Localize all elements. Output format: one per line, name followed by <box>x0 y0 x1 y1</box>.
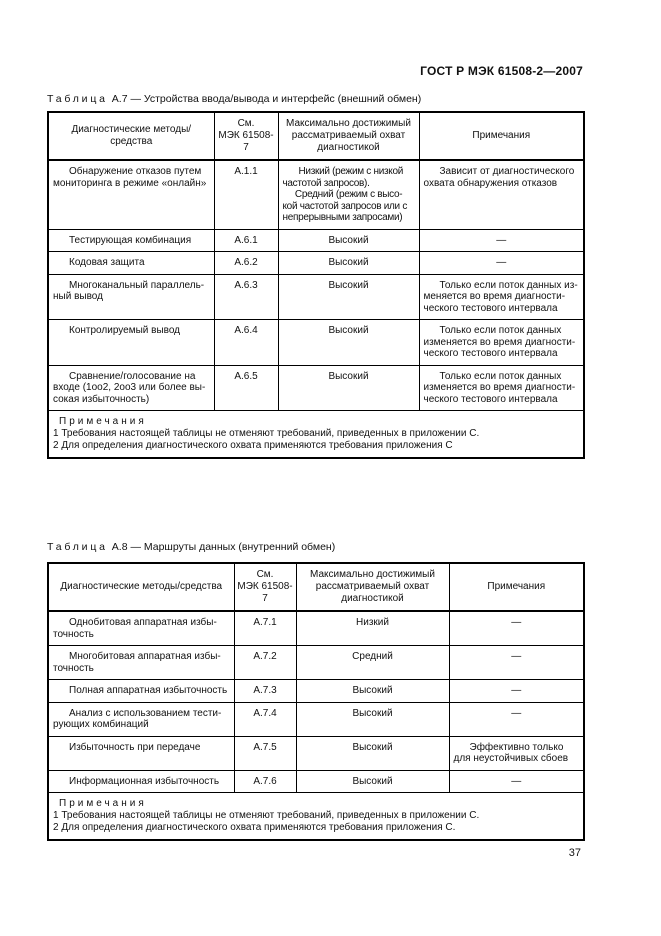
col-header-coverage: Максимально достижимый рассматриваемый о… <box>295 562 450 612</box>
cell-reference: А.6.1 <box>213 228 279 252</box>
cell-coverage: Высокий <box>277 251 420 275</box>
table-notes: Примечания 1 Требования настоящей таблиц… <box>47 792 585 840</box>
cell-coverage: Высокий <box>277 364 420 411</box>
col-header-coverage: Максимально достижимый рассматриваемый о… <box>277 111 420 161</box>
table-a7-caption-word: Таблица <box>47 93 108 105</box>
table-row: Обнаружение отказов путем мониторинга в … <box>47 159 585 230</box>
cell-coverage: Низкий (режим с низкой частотой запросов… <box>277 159 420 230</box>
cell-reference: А.7.3 <box>233 679 297 703</box>
col-header-notes: Примечания <box>418 111 585 161</box>
note-line: 1 Требования настоящей таблицы не отменя… <box>53 810 480 821</box>
note-line: 2 Для определения диагностического охват… <box>53 440 453 451</box>
table-row: Анализ с использованием тести- рующих ко… <box>47 701 585 737</box>
cell-note: Только если поток данных изменяется во в… <box>418 319 585 366</box>
cell-method: Многоканальный параллель- ный вывод <box>47 273 215 320</box>
cell-method: Анализ с использованием тести- рующих ко… <box>47 701 235 737</box>
cell-note: Зависит от диагностического охвата обнар… <box>418 159 585 230</box>
notes-heading: Примечания <box>59 416 147 427</box>
cell-method: Информационная избыточность <box>47 769 235 793</box>
cell-coverage: Высокий <box>295 679 450 703</box>
table-row: Кодовая защита А.6.2 Высокий — <box>47 251 585 275</box>
table-a7-caption-text: А.7 — Устройства ввода/вывода и интерфей… <box>111 93 422 105</box>
table-notes-row: Примечания 1 Требования настоящей таблиц… <box>47 792 585 840</box>
cell-coverage: Высокий <box>277 273 420 320</box>
table-notes-row: Примечания 1 Требования настоящей таблиц… <box>47 410 585 458</box>
cell-method: Многобитовая аппаратная избы- точность <box>47 645 235 680</box>
table-row: Полная аппаратная избыточность А.7.3 Выс… <box>47 679 585 703</box>
cell-reference: А.6.5 <box>213 364 279 411</box>
cell-note: Только если поток данных из- меняется во… <box>418 273 585 320</box>
cell-note: — <box>448 679 585 703</box>
cell-reference: А.6.3 <box>213 273 279 320</box>
cell-reference: А.7.6 <box>233 769 297 793</box>
table-a8-caption: Таблица А.8 — Маршруты данных (внутренний… <box>47 541 335 553</box>
cell-method: Сравнение/голосование на входе (1oo2, 2o… <box>47 364 215 411</box>
cell-reference: А.6.2 <box>213 251 279 275</box>
cell-method: Полная аппаратная избыточность <box>47 679 235 703</box>
cell-method: Контролируемый вывод <box>47 319 215 366</box>
cell-reference: А.7.2 <box>233 645 297 680</box>
col-header-reference: См. МЭК 61508-7 <box>233 562 297 612</box>
cell-note: — <box>448 769 585 793</box>
col-header-notes: Примечания <box>448 562 585 612</box>
table-row: Контролируемый вывод А.6.4 Высокий Тольк… <box>47 319 585 366</box>
table-a7: Диагностические методы/средства См. МЭК … <box>47 111 585 459</box>
table-a8: Диагностические методы/средства См. МЭК … <box>47 562 585 841</box>
document-code-header: ГОСТ Р МЭК 61508-2—2007 <box>420 64 583 78</box>
table-row: Тестирующая комбинация А.6.1 Высокий — <box>47 228 585 252</box>
cell-note: — <box>418 251 585 275</box>
notes-heading: Примечания <box>59 798 147 809</box>
cell-note: Только если поток данных изменяется во в… <box>418 364 585 411</box>
col-header-reference: См. МЭК 61508-7 <box>213 111 279 161</box>
cell-coverage: Высокий <box>295 769 450 793</box>
table-row: Информационная избыточность А.7.6 Высоки… <box>47 769 585 793</box>
cell-reference: А.7.1 <box>233 610 297 646</box>
note-line: 1 Требования настоящей таблицы не отменя… <box>53 428 480 439</box>
cell-note: — <box>418 228 585 252</box>
table-row: Однобитовая аппаратная избы- точность А.… <box>47 610 585 646</box>
cell-method: Избыточность при передаче <box>47 735 235 771</box>
cell-coverage: Средний <box>295 645 450 680</box>
cell-reference: А.1.1 <box>213 159 279 230</box>
cell-note: — <box>448 610 585 646</box>
table-row: Сравнение/голосование на входе (1oo2, 2o… <box>47 364 585 411</box>
table-a7-header-row: Диагностические методы/средства См. МЭК … <box>47 111 585 161</box>
page-number: 37 <box>568 847 581 859</box>
cell-note: — <box>448 701 585 737</box>
table-notes: Примечания 1 Требования настоящей таблиц… <box>47 410 585 458</box>
table-row: Многоканальный параллель- ный вывод А.6.… <box>47 273 585 320</box>
cell-coverage: Высокий <box>295 701 450 737</box>
cell-note: — <box>448 645 585 680</box>
note-line: 2 Для определения диагностического охват… <box>53 822 456 833</box>
cell-reference: А.6.4 <box>213 319 279 366</box>
table-row: Избыточность при передаче А.7.5 Высокий … <box>47 735 585 771</box>
cell-method: Тестирующая комбинация <box>47 228 215 252</box>
cell-method: Однобитовая аппаратная избы- точность <box>47 610 235 646</box>
cell-coverage: Высокий <box>295 735 450 771</box>
cell-note: Эффективно только для неустойчивых сбоев <box>448 735 585 771</box>
table-a8-header-row: Диагностические методы/средства См. МЭК … <box>47 562 585 612</box>
col-header-methods: Диагностические методы/средства <box>47 111 215 161</box>
cell-method: Обнаружение отказов путем мониторинга в … <box>47 159 215 230</box>
table-row: Многобитовая аппаратная избы- точность А… <box>47 645 585 680</box>
col-header-methods: Диагностические методы/средства <box>47 562 235 612</box>
cell-coverage: Высокий <box>277 228 420 252</box>
table-a8-caption-text: А.8 — Маршруты данных (внутренний обмен) <box>111 541 336 553</box>
cell-reference: А.7.5 <box>233 735 297 771</box>
cell-coverage: Низкий <box>295 610 450 646</box>
table-a8-caption-word: Таблица <box>47 541 108 553</box>
table-a7-caption: Таблица А.7 — Устройства ввода/вывода и и… <box>47 93 421 105</box>
cell-method: Кодовая защита <box>47 251 215 275</box>
cell-coverage: Высокий <box>277 319 420 366</box>
cell-reference: А.7.4 <box>233 701 297 737</box>
